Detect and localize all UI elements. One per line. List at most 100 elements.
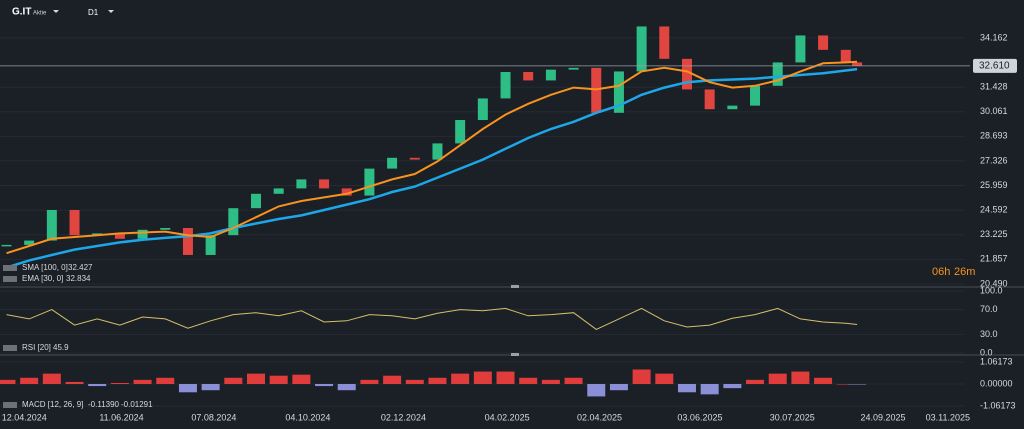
macd-bar [360,379,379,384]
macd-bar [564,377,583,384]
candle [251,193,261,209]
candle [46,209,57,241]
legend-name: RSI [20] [22,343,51,352]
x-tick-label: 03.06.2025 [677,412,722,422]
moving-average-line [6,67,858,269]
x-tick-label: 24.09.2025 [861,412,906,422]
y-tick-label: 21.857 [980,254,1008,264]
macd-bar [700,384,719,395]
macd-bar [201,384,220,391]
macd-bar [65,381,84,384]
macd-bar [337,384,356,391]
x-tick-label: 04.10.2024 [285,412,330,422]
candle [523,71,534,81]
x-tick-label: 02.12.2024 [381,412,426,422]
candle [137,229,148,239]
macd-bar [836,384,855,385]
macd-bar [383,375,402,384]
y-tick-label: 34.162 [980,32,1008,42]
candle [455,120,466,144]
candle [704,89,715,110]
legend-name: SMA [100, 0] [22,263,68,272]
candle [545,69,556,81]
y-tick-label: 100.0 [980,285,1003,295]
macd-bar [746,379,765,384]
macd-bar [224,377,243,384]
macd-bar [791,371,810,384]
panel-handle[interactable] [511,285,519,288]
dropdown-arrow[interactable] [53,10,59,13]
macd-bar [541,379,560,384]
timeframe[interactable]: D1 [88,8,99,17]
macd-bar [405,379,424,384]
legend-value: 32.427 [68,263,93,272]
candle [24,240,35,245]
macd-bar [42,373,61,384]
y-tick-label: 20.490 [980,278,1008,288]
y-tick-label: 23.225 [980,229,1008,239]
x-tick-label: 12.04.2024 [2,412,47,422]
legend-value: -0.01291 [121,400,153,409]
macd-bar [814,377,833,384]
macd-bar [20,377,39,384]
macd-bar [178,384,197,393]
candle [727,105,738,110]
y-tick-label: 24.592 [980,205,1008,215]
candle [636,26,647,72]
macd-bar [0,379,16,384]
candle [296,179,307,189]
macd-bar [632,369,651,384]
candle [477,98,488,121]
candle [387,157,398,169]
legend-value: 45.9 [53,343,69,352]
macd-bar [88,384,107,387]
macd-bar [110,382,129,384]
y-tick-label: 25.959 [980,180,1008,190]
moving-average-line [6,60,858,255]
macd-bar [519,377,538,384]
macd-bar [473,371,492,384]
candle [364,168,375,196]
candle [319,179,330,189]
legend-icon[interactable] [3,345,17,351]
candle [160,227,171,230]
macd-bar [655,373,674,384]
dropdown-arrow[interactable] [108,10,114,13]
candle [1,244,12,247]
x-tick-label: 30.07.2025 [770,412,815,422]
y-tick-label: 1.06173 [980,356,1013,366]
y-tick-label: 30.0 [980,329,998,339]
legend-name: EMA [30, 0] [22,274,63,283]
panel-handle[interactable] [511,353,519,356]
legend-icon[interactable] [3,402,17,408]
macd-bar [848,384,867,385]
candle [681,58,692,90]
macd-bar [496,371,515,384]
legend-icon[interactable] [3,265,17,271]
macd-bar [247,373,265,384]
candle [432,143,443,160]
candle [69,209,80,236]
macd-bar [723,384,742,389]
y-tick-label: 0.0 [980,347,993,357]
y-tick-label: 28.693 [980,131,1008,141]
y-tick-label: 0.00000 [980,378,1013,388]
instrument-kind: Aktie [33,11,47,17]
candle [659,26,670,59]
y-tick-label: -1.06173 [980,400,1016,410]
y-tick-label: 30.061 [980,106,1008,116]
candle [750,85,761,106]
rsi-line [6,307,858,330]
candle [205,235,216,255]
grid [0,37,965,407]
macd-bar [428,377,447,384]
candle [409,157,420,160]
symbol[interactable]: G.IT [12,7,31,18]
legend-value: 32.834 [66,274,91,283]
timer-minutes: 26m [954,266,975,278]
candle [182,227,193,255]
legend-icon[interactable] [3,276,17,282]
